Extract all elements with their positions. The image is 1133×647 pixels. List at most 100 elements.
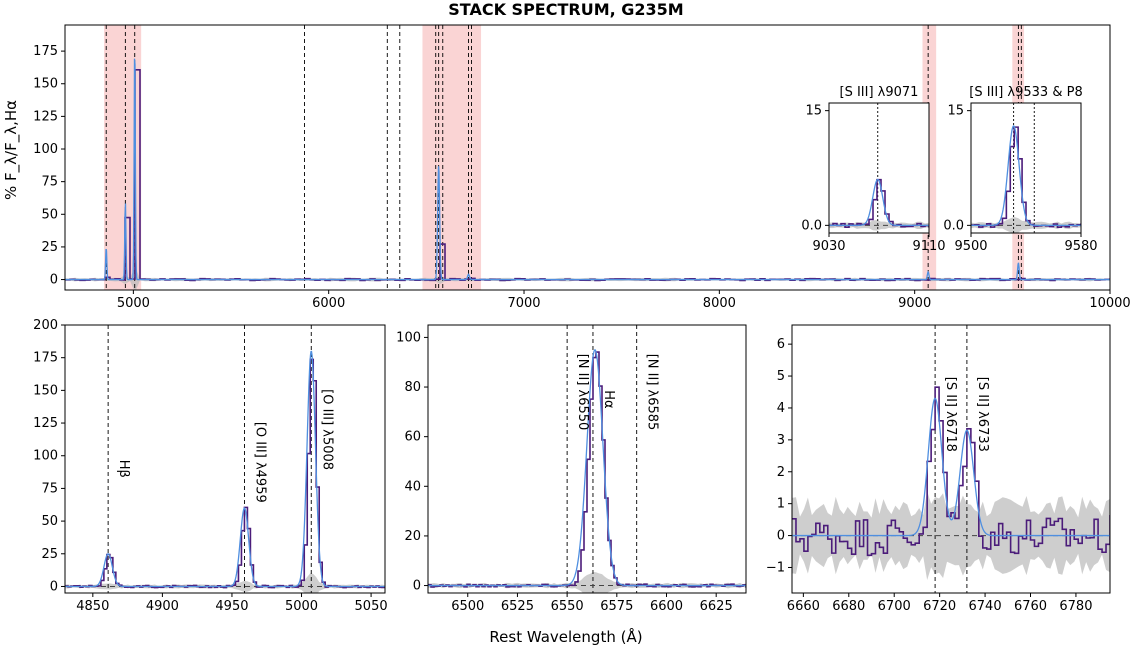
y-tick-label: 50 [41,207,58,222]
x-tick-label: 6700 [878,599,911,614]
x-tick-label: 4850 [76,599,109,614]
y-tick-label: 2 [777,465,785,480]
y-tick-label: 80 [404,380,421,395]
x-tick-label: 7000 [507,296,540,311]
plot-background [65,325,385,593]
x-tick-label: 6600 [650,599,683,614]
y-tick-label: 150 [33,383,58,398]
y-tick-label: 1 [777,497,785,512]
y-tick-label: 50 [41,514,58,529]
model-fit [428,348,746,587]
plot-area [829,103,929,233]
error-band [428,571,746,593]
x-tick-label: 9030 [812,239,845,254]
y-tick-label: 75 [41,175,58,190]
x-tick-label: 5050 [355,599,388,614]
x-tick-label: 9110 [912,239,945,254]
axes-frame [64,24,1111,291]
line-annotation: [N II] λ6585 [645,354,660,431]
y-axis-label: % F_λ/F_λ,Hα [2,100,21,200]
plot-area [65,325,385,593]
model-fit [971,125,1081,227]
y-tick-label: 15 [947,104,964,119]
y-tick-label: 100 [33,142,58,157]
axes-frame [970,102,1082,234]
x-tick-label: 5000 [285,599,318,614]
x-tick-label: 6575 [600,599,633,614]
plot-area [65,25,1110,290]
y-tick-label: 0 [777,529,785,544]
x-tick-label: 6625 [700,599,733,614]
x-tick-label: 6525 [501,599,534,614]
y-tick-label: 15 [805,104,822,119]
line-annotation: Hβ [116,460,131,478]
model-fit [792,397,1110,537]
x-tick-label: 8000 [703,296,736,311]
y-tick-label: 200 [33,318,58,333]
inset-siii-9071-panel: 9030 9110 0.0 15 [S III] λ9071 [801,85,945,254]
figure-title: STACK SPECTRUM, G235M [448,0,683,19]
line-annotation: [O III] λ4959 [252,422,267,503]
stack-spectrum [792,386,1110,557]
y-tick-label: 0.0 [801,218,822,233]
x-tick-label: 6680 [832,599,865,614]
y-tick-label: 125 [33,416,58,431]
axes-frame [791,324,1111,594]
model-fit [829,178,929,227]
y-tick-label: 4 [777,401,785,416]
model-fit [65,58,1110,281]
y-tick-label: 20 [404,529,421,544]
line-annotation: [O III] λ5008 [319,389,334,470]
x-tick-label: 4950 [215,599,248,614]
y-tick-label: 100 [396,330,421,345]
plot-background [65,25,1110,290]
x-axis-label: Rest Wavelength (Å) [489,627,642,646]
x-tick-label: 5000 [117,296,150,311]
sii-doublet-panel: [S II] λ6718 [S II] λ6733 6660 6680 6700 6720… [766,324,1111,614]
plot-area [428,325,746,593]
x-tick-label: 9500 [954,239,987,254]
x-tick-label: 6000 [312,296,345,311]
x-tick-label: 9580 [1064,239,1097,254]
axes-frame [427,324,747,594]
error-band [65,573,385,593]
y-tick-label: 60 [404,430,421,445]
main-spectrum-panel: 5000 6000 7000 8000 9000 10000 0 25 50 75 100 125 15… [33,24,1131,311]
y-tick-label: 3 [777,433,785,448]
x-tick-label: 10000 [1089,296,1130,311]
line-annotation: [S II] λ6733 [975,377,990,452]
halpha-nii-panel: [N II] λ6550 Hα [N II] λ6585 6500 6525 6550 65… [396,324,747,614]
x-tick-label: 4900 [146,599,179,614]
inset-siii-9533-panel: 9500 9580 0.0 15 [S III] λ9533 & P8 [943,85,1097,254]
axes-frame [828,102,930,234]
x-tick-label: 6550 [551,599,584,614]
error-band [792,491,1110,580]
hbeta-oiii-panel: Hβ [O III] λ4959 [O III] λ5008 4850 4900 4950… [33,318,388,614]
line-annotation: Hα [601,390,616,408]
shaded-region [422,25,482,290]
x-tick-label: 6760 [1014,599,1047,614]
y-tick-label: 0 [50,579,58,594]
y-tick-label: 6 [777,337,785,352]
plot-background [829,103,929,233]
line-annotation: [N II] λ6550 [575,354,590,431]
y-tick-label: 25 [41,240,58,255]
inset-label: [S III] λ9533 & P8 [969,85,1082,100]
error-band [65,266,1110,290]
x-tick-label: 6740 [969,599,1002,614]
plot-area [792,325,1110,593]
y-tick-label: 5 [777,369,785,384]
y-tick-label: −1 [766,560,785,575]
y-tick-label: 125 [33,109,58,124]
axes-frame [64,324,386,594]
y-tick-label: 175 [33,44,58,59]
x-tick-label: 6500 [451,599,484,614]
x-tick-label: 6660 [787,599,820,614]
y-tick-label: 0 [50,273,58,288]
y-tick-label: 150 [33,77,58,92]
y-tick-label: 75 [41,481,58,496]
x-tick-label: 9000 [898,296,931,311]
y-tick-label: 25 [41,547,58,562]
x-tick-label: 6780 [1059,599,1092,614]
